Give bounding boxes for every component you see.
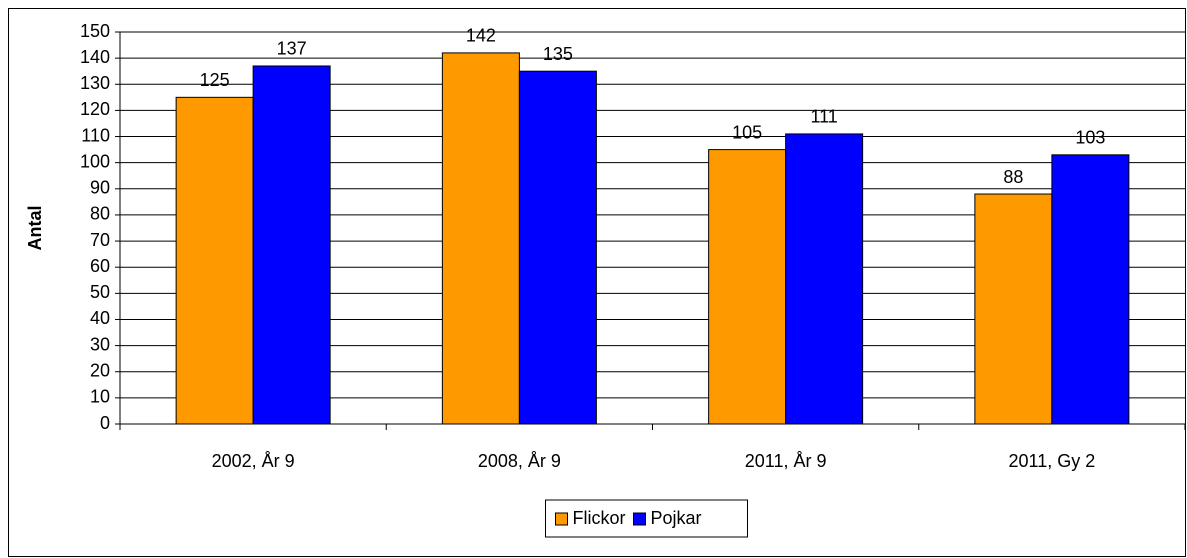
y-tick-label: 90 xyxy=(90,178,110,198)
legend-swatch xyxy=(633,512,646,526)
y-tick-label: 150 xyxy=(80,21,110,41)
data-label: 88 xyxy=(1003,167,1023,187)
data-label: 125 xyxy=(200,70,230,90)
y-tick-label: 10 xyxy=(90,387,110,407)
x-tick-label: 2002, År 9 xyxy=(212,451,295,471)
y-tick-label: 0 xyxy=(100,413,110,433)
bar xyxy=(974,193,1053,425)
legend-label: Pojkar xyxy=(651,508,702,528)
y-tick-label: 20 xyxy=(90,360,110,380)
y-tick-label: 100 xyxy=(80,151,110,171)
y-tick-label: 120 xyxy=(80,99,110,119)
data-label: 135 xyxy=(543,44,573,64)
y-tick-label: 130 xyxy=(80,73,110,93)
data-label: 105 xyxy=(732,122,762,142)
legend-box xyxy=(545,499,748,538)
legend-swatch xyxy=(555,512,568,526)
x-tick-label: 2008, År 9 xyxy=(478,451,561,471)
legend-label: Flickor xyxy=(573,508,626,528)
bar xyxy=(441,52,520,425)
bar xyxy=(175,96,254,425)
x-tick-label: 2011, År 9 xyxy=(745,451,827,471)
bar xyxy=(252,65,331,425)
bar xyxy=(708,149,787,425)
data-label: 137 xyxy=(277,39,307,59)
bar xyxy=(1051,154,1130,425)
y-tick-label: 50 xyxy=(90,282,110,302)
y-tick-label: 70 xyxy=(90,230,110,250)
y-tick-label: 80 xyxy=(90,204,110,224)
y-tick-label: 30 xyxy=(90,334,110,354)
x-tick-label: 2011, Gy 2 xyxy=(1009,451,1096,471)
data-label: 142 xyxy=(466,26,496,46)
data-label: 111 xyxy=(810,107,837,127)
y-axis-label: Antal xyxy=(25,206,45,251)
y-tick-label: 110 xyxy=(81,125,110,145)
bar xyxy=(518,70,597,425)
y-tick-label: 140 xyxy=(80,47,110,67)
y-tick-label: 60 xyxy=(90,256,110,276)
bar xyxy=(785,133,864,425)
y-tick-label: 40 xyxy=(90,308,110,328)
data-label: 103 xyxy=(1075,128,1105,148)
